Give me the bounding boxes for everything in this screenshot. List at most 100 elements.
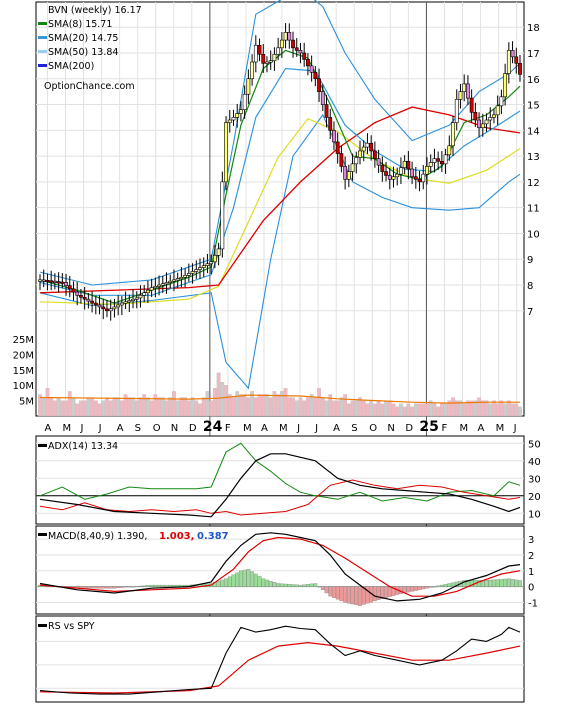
candle-body — [384, 171, 388, 176]
candle-body — [127, 300, 132, 303]
macd-histogram-bar — [343, 586, 347, 603]
macd-histogram-bar — [317, 586, 321, 588]
price-tick-label: 13 — [527, 152, 540, 163]
candle-body — [116, 304, 121, 308]
volume-tick-label: 25M — [13, 335, 34, 346]
x-month-label: O — [153, 423, 161, 434]
price-tick-label: 10 — [527, 229, 540, 240]
volume-bar — [105, 397, 109, 417]
candle-body — [306, 59, 310, 67]
macd-histogram-bar — [387, 586, 392, 597]
candle-body — [350, 163, 355, 172]
volume-bar — [149, 400, 154, 417]
candle-body — [201, 265, 206, 268]
volume-bar — [190, 397, 195, 417]
volume-bar — [90, 397, 94, 417]
candle-body — [194, 269, 199, 272]
volume-bar — [220, 382, 225, 417]
volume-bar — [93, 400, 98, 417]
volume-bar — [127, 397, 132, 417]
macd-histogram-bar — [309, 583, 314, 587]
legend-sma200-swatch — [38, 64, 47, 67]
candle-body — [309, 65, 314, 73]
x-month-label: A — [261, 423, 268, 434]
candle-body — [239, 109, 243, 114]
rs-legend-swatch — [38, 624, 47, 627]
candle-body — [294, 47, 299, 51]
macd-histogram-bar — [138, 585, 143, 587]
adx-tick-label: 50 — [528, 439, 541, 450]
macd-histogram-bar — [294, 584, 299, 587]
price-tick-label: 8 — [527, 281, 533, 292]
price-tick-label: 15 — [527, 101, 540, 112]
x-month-label: J — [513, 423, 517, 434]
candle-body — [86, 298, 91, 302]
macd-histogram-bar — [97, 586, 102, 589]
macd-histogram-bar — [488, 579, 493, 587]
candle-body — [146, 289, 150, 294]
macd-histogram-bar — [384, 586, 388, 598]
candle-body — [339, 153, 344, 167]
macd-histogram-bar — [265, 579, 269, 587]
macd-panel-frame — [35, 525, 525, 615]
candle-body — [376, 158, 381, 166]
volume-bar — [224, 385, 228, 417]
volume-bar — [373, 403, 377, 417]
candle-body — [265, 61, 269, 64]
volume-bar — [365, 403, 370, 417]
x-month-label: 24 — [203, 419, 223, 435]
legend-sma20-swatch — [38, 36, 47, 39]
macd-histogram-bar — [506, 578, 511, 587]
price-panel-frame — [35, 1, 525, 417]
macd-histogram-bar — [287, 584, 292, 587]
candle-body — [212, 255, 217, 263]
candle-body — [134, 297, 139, 300]
candle-body — [246, 78, 251, 95]
candle-body — [198, 267, 202, 270]
macd-histogram-bar — [268, 580, 273, 587]
rs-lines — [39, 625, 521, 695]
volume-bar — [384, 400, 388, 417]
macd-histogram-bar — [365, 586, 370, 604]
candle-body — [205, 263, 210, 266]
volume-bar — [328, 394, 333, 417]
x-month-labels: A M J J A S O N D 24 F M A M J J A S O N D 25 F M A M J — [44, 419, 516, 435]
volume-tick-label: 5M — [19, 397, 34, 408]
x-month-label: D — [405, 423, 413, 434]
price-tick-label: 12 — [527, 178, 540, 189]
adx-line — [39, 453, 521, 518]
volume-bar — [380, 403, 385, 417]
volume-bar — [164, 400, 169, 417]
volume-bar — [216, 372, 221, 417]
macd-histogram-bar — [339, 586, 344, 602]
macd-histogram-bar — [108, 586, 113, 589]
x-month-label: A — [44, 423, 51, 434]
volume-bar — [350, 400, 355, 417]
candle-body — [425, 166, 429, 175]
candle-body — [179, 276, 184, 280]
legend-sma50: SMA(50) 13.84 — [48, 47, 118, 58]
candle-body — [395, 173, 400, 178]
candle-body — [93, 302, 98, 306]
candle-body — [387, 175, 392, 180]
volume-bar — [56, 397, 61, 417]
macd-histogram-bar — [120, 586, 124, 588]
volume-bar — [395, 406, 400, 417]
macd-histogram-bar — [86, 586, 91, 589]
candle-body — [510, 50, 515, 58]
volume-bar — [462, 403, 467, 417]
macd-histogram-bar — [261, 578, 266, 587]
candle-body — [287, 32, 292, 41]
candle-body — [235, 113, 240, 118]
macd-legend-swatch — [38, 533, 47, 536]
volume-tick-label: 10M — [13, 381, 34, 392]
volume-bar — [280, 391, 284, 417]
macd-histogram-bar — [399, 586, 403, 594]
macd-histogram-bar — [90, 586, 94, 589]
x-month-label: M — [496, 423, 505, 434]
candle-body — [480, 123, 485, 129]
legend: BVN (weekly) 16.17 SMA(8) 15.71 SMA(20) … — [38, 4, 142, 92]
macd-histogram-bar — [235, 572, 240, 587]
volume-bar — [410, 406, 414, 417]
volume-bar — [413, 403, 418, 417]
